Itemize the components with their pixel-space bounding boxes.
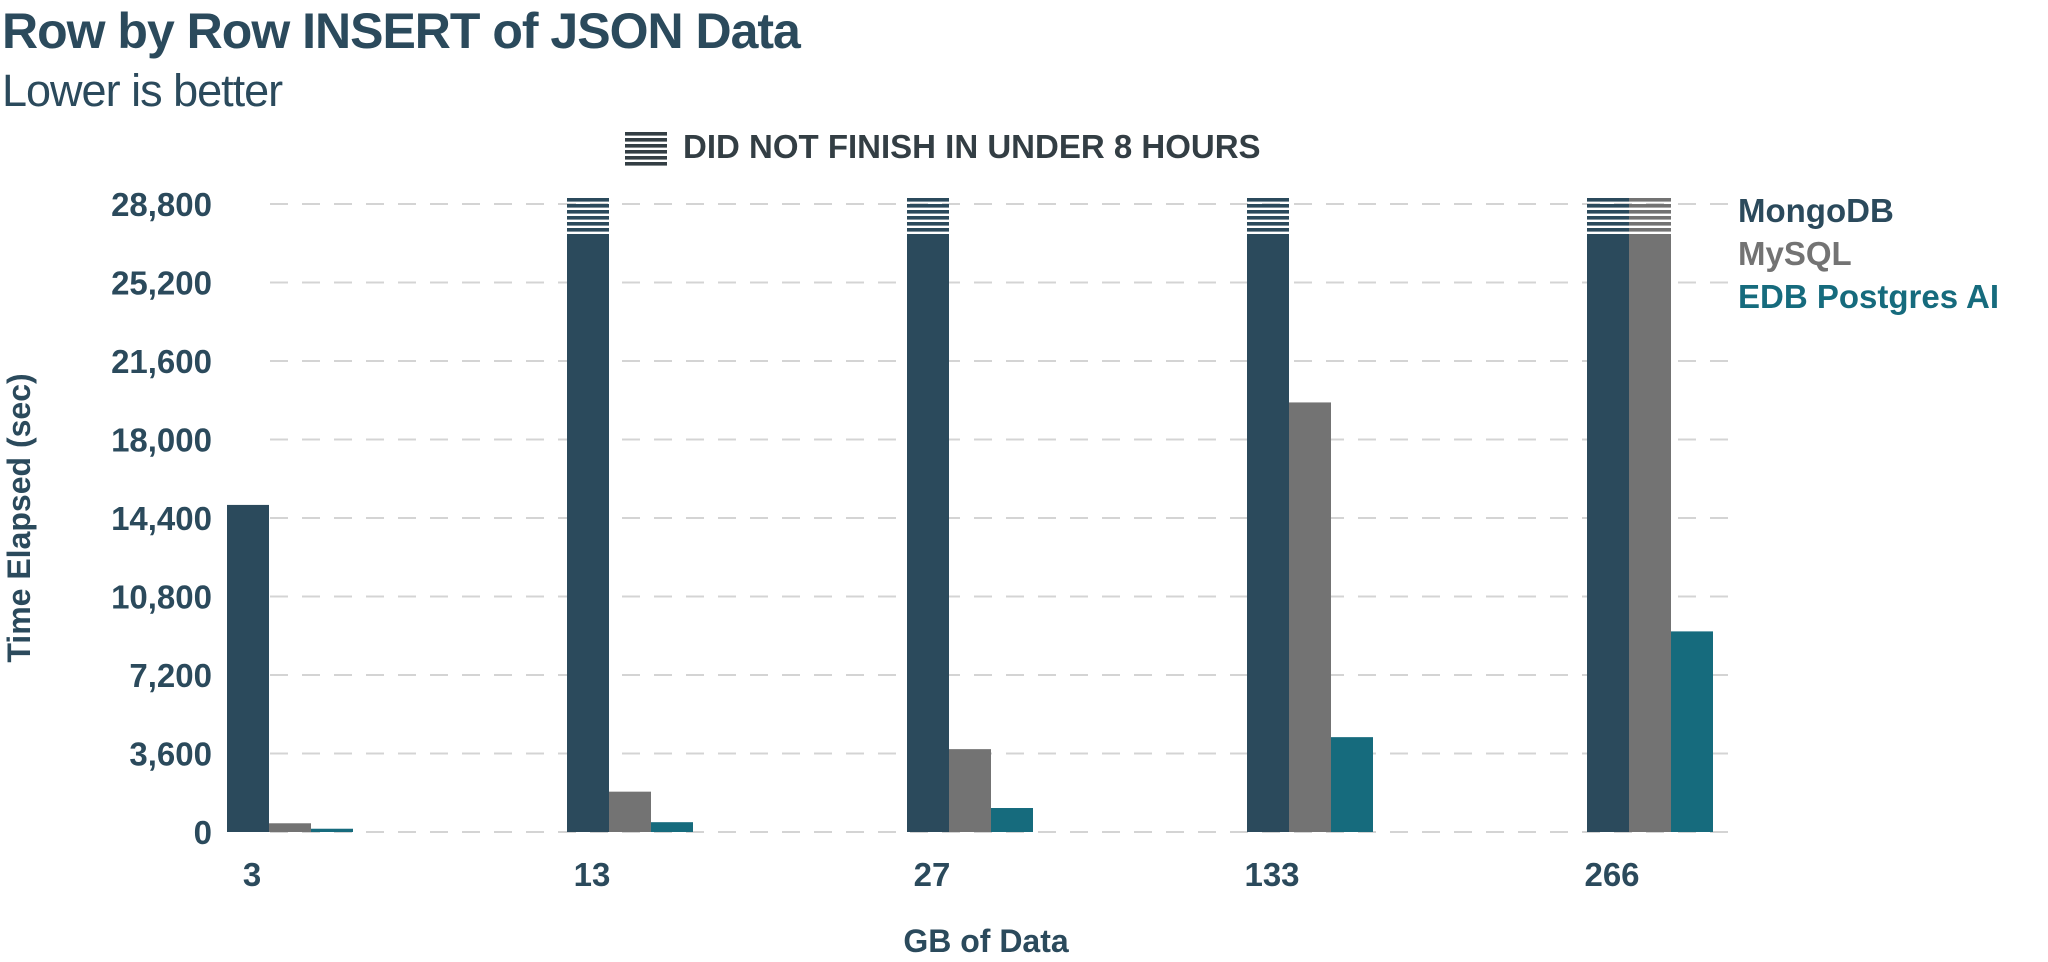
dnf-hatch-cap: [1247, 198, 1289, 232]
dnf-hatch-line: [1587, 228, 1629, 232]
y-axis-label: Time Elapsed (sec): [1, 373, 37, 662]
hatch-pattern-line: [625, 138, 667, 142]
x-axis-ticks: 3 13 27 133 266: [243, 856, 1640, 893]
dnf-hatch-line: [1629, 204, 1671, 208]
dnf-hatch-line: [1247, 222, 1289, 226]
dnf-hatch-line: [1587, 204, 1629, 208]
dnf-hatch-line: [1247, 216, 1289, 220]
hatch-pattern-line: [625, 132, 667, 136]
legend-item-mysql: MySQL: [1738, 235, 1852, 272]
dnf-hatch-line: [567, 228, 609, 232]
hatch-pattern-line: [625, 156, 667, 160]
y-tick-label: 25,200: [111, 265, 212, 302]
dnf-hatch-line: [567, 198, 609, 202]
bar-mysql-133: [1289, 402, 1331, 832]
y-tick-label: 0: [194, 814, 212, 851]
y-tick-label: 10,800: [111, 579, 212, 616]
bar-mongodb-13: [567, 234, 609, 832]
bar-mongodb-27: [907, 234, 949, 832]
hatch-pattern-line: [625, 162, 667, 166]
x-tick-label: 133: [1244, 856, 1299, 893]
dnf-hatch-line: [1247, 228, 1289, 232]
y-tick-label: 21,600: [111, 343, 212, 380]
dnf-hatch-cap: [1587, 198, 1629, 232]
x-tick-label: 266: [1584, 856, 1639, 893]
dnf-hatch-line: [1247, 198, 1289, 202]
hatch-pattern-line: [625, 144, 667, 148]
x-axis-label: GB of Data: [903, 923, 1069, 959]
dnf-hatch-line: [1587, 222, 1629, 226]
dnf-hatch-line: [567, 222, 609, 226]
x-tick-label: 3: [243, 856, 261, 893]
dnf-hatch-line: [907, 204, 949, 208]
bar-mysql-3: [269, 823, 311, 832]
y-tick-label: 28,800: [111, 186, 212, 223]
bar-mysql-13: [609, 791, 651, 832]
bar-mysql-266: [1629, 234, 1671, 832]
dnf-hatch-line: [907, 222, 949, 226]
dnf-hatch-line: [1587, 210, 1629, 214]
legend-item-edb-postgres-ai: EDB Postgres AI: [1738, 278, 1999, 315]
y-tick-label: 14,400: [111, 500, 212, 537]
bar-edb-postgres-ai-27: [991, 808, 1033, 832]
bar-edb-postgres-ai-266: [1671, 631, 1713, 832]
dnf-annotation: DID NOT FINISH IN UNDER 8 HOURS: [625, 128, 1261, 166]
dnf-hatch-line: [1629, 228, 1671, 232]
dnf-hatch-line: [567, 204, 609, 208]
gridlines: [270, 203, 1730, 833]
bar-mysql-27: [949, 749, 991, 832]
hatch-pattern-line: [625, 150, 667, 154]
bar-mongodb-3: [227, 504, 269, 832]
dnf-hatch-line: [1587, 216, 1629, 220]
dnf-hatch-line: [1587, 198, 1629, 202]
hatch-pattern-icon: [625, 132, 667, 166]
dnf-hatch-line: [907, 210, 949, 214]
y-tick-label: 7,200: [129, 657, 212, 694]
chart-subtitle: Lower is better: [2, 65, 283, 116]
dnf-annotation-text: DID NOT FINISH IN UNDER 8 HOURS: [683, 128, 1261, 165]
bar-edb-postgres-ai-13: [651, 822, 693, 832]
dnf-hatch-cap: [1629, 198, 1671, 232]
dnf-hatch-line: [907, 228, 949, 232]
x-tick-label: 27: [914, 856, 951, 893]
y-tick-label: 3,600: [129, 736, 212, 773]
dnf-hatch-line: [907, 216, 949, 220]
dnf-hatch-cap: [567, 198, 609, 232]
dnf-hatch-line: [1629, 216, 1671, 220]
dnf-hatch-line: [1629, 198, 1671, 202]
dnf-hatch-line: [567, 216, 609, 220]
dnf-hatch-line: [907, 198, 949, 202]
dnf-hatch-line: [1629, 222, 1671, 226]
legend: MongoDB MySQL EDB Postgres AI: [1738, 192, 1999, 315]
y-axis-ticks: 0 3,600 7,200 10,800 14,400 18,000 21,600 25,20…: [111, 186, 212, 851]
chart-title: Row by Row INSERT of JSON Data: [2, 3, 802, 59]
bars: [227, 198, 1713, 832]
bar-edb-postgres-ai-133: [1331, 737, 1373, 832]
bar-edb-postgres-ai-3: [311, 828, 353, 832]
dnf-hatch-line: [1629, 210, 1671, 214]
y-tick-label: 18,000: [111, 422, 212, 459]
dnf-hatch-line: [567, 210, 609, 214]
bar-mongodb-266: [1587, 234, 1629, 832]
bar-mongodb-133: [1247, 234, 1289, 832]
legend-item-mongodb: MongoDB: [1738, 192, 1894, 229]
dnf-hatch-line: [1247, 204, 1289, 208]
dnf-hatch-line: [1247, 210, 1289, 214]
x-tick-label: 13: [574, 856, 611, 893]
dnf-hatch-cap: [907, 198, 949, 232]
